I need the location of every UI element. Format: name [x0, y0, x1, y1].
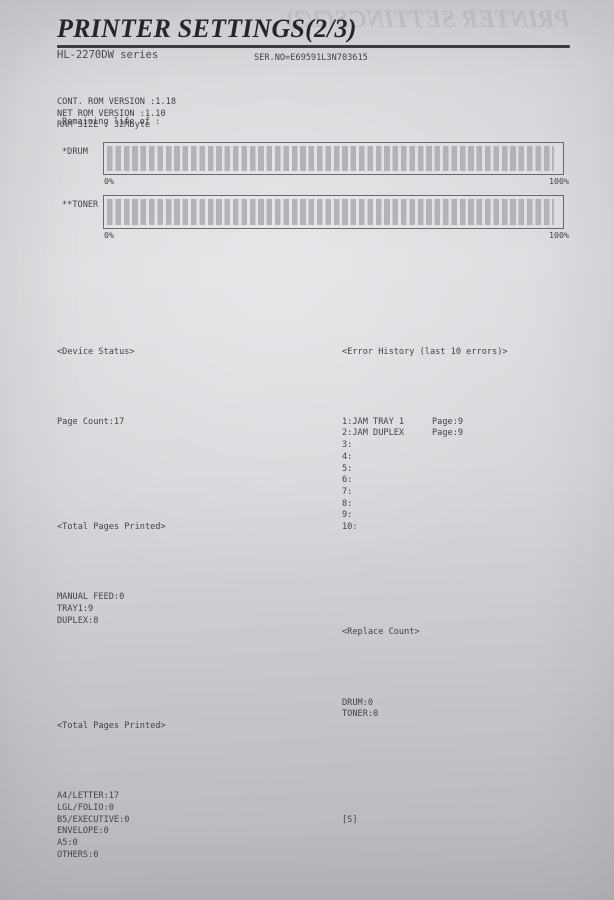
error-history-entry: 1:JAM TRAY 1 Page:9: [342, 417, 596, 429]
error-label: 1:JAM TRAY 1: [342, 416, 405, 427]
title-underline: [57, 45, 570, 48]
error-label: 10:: [342, 522, 358, 533]
error-label: 4:: [342, 451, 353, 462]
section-total-pages-by-source: <Total Pages Printed> MANUAL FEED:0 TRAY1…: [57, 499, 212, 651]
section-footnotes: * Based on A4/Letter printing.**Remainin…: [342, 897, 596, 900]
section-heading: <Total Pages Printed>: [57, 522, 166, 533]
drum-gauge-fill: [107, 146, 554, 171]
section-device-status: <Device Status> Page Count:17: [57, 323, 212, 452]
toner-scale-max: 100%: [549, 230, 569, 240]
error-label: 9:: [342, 510, 353, 521]
remaining-life-heading: Remaining life of :: [62, 117, 161, 127]
section-lines: MANUAL FEED:0 TRAY1:9 DUPLEX:8: [57, 557, 212, 627]
error-history-entry: 9:: [342, 510, 596, 522]
error-history-entries: 1:JAM TRAY 1 Page:9 2:JAM DUPLEX Page:9 3: 4:…: [342, 382, 596, 534]
serial-number: SER.NO=E69591L3N703615: [254, 53, 368, 63]
error-page: Page:9: [432, 416, 464, 427]
error-history-entry: 2:JAM DUPLEX Page:9: [342, 428, 596, 440]
error-label: 3:: [342, 440, 353, 451]
right-column: <Error History (last 10 errors)> 1:JAM T…: [342, 288, 596, 900]
error-history-entry: 4:: [342, 452, 596, 464]
page-title: PRINTER SETTINGS(2/3): [57, 14, 357, 43]
section-heading: <Replace Count>: [342, 627, 420, 638]
stat-line: LGL/FOLIO:0: [57, 802, 114, 813]
error-label: 6:: [342, 475, 353, 486]
stat-line: MANUAL FEED:0: [57, 592, 125, 603]
drum-scale-max: 100%: [549, 176, 569, 186]
error-page: Page:9: [432, 428, 464, 439]
error-label: 5:: [342, 463, 353, 474]
section-total-pages-by-size: <Total Pages Printed> A4/LETTER:17 LGL/FO…: [57, 698, 212, 885]
firmware-line: NET ROM VERSION :1.10: [57, 108, 166, 119]
s-marker-text: [S]: [342, 814, 358, 825]
printer-model: HL-2270DW series: [57, 49, 159, 61]
firmware-line: CONT. ROM VERSION :1.18: [57, 97, 176, 107]
s-marker: [S]: [342, 791, 596, 850]
stat-line: TONER:0: [342, 709, 379, 720]
error-history-entry: 5:: [342, 464, 596, 476]
stat-line: TRAY1:9: [57, 603, 94, 614]
stat-line: OTHERS:0: [57, 849, 99, 860]
section-error-history: <Error History (last 10 errors)> 1:JAM T…: [342, 323, 596, 557]
stat-line: ENVELOPE:0: [57, 826, 109, 837]
stat-line: Page Count:17: [57, 416, 125, 427]
toner-gauge-label: **TONER: [62, 200, 99, 210]
error-history-entry: 3:: [342, 440, 596, 452]
stat-line: B5/EXECUTIVE:0: [57, 814, 130, 825]
left-column: <Device Status> Page Count:17 <Total Pag…: [57, 288, 212, 900]
error-history-entry: 8:: [342, 499, 596, 511]
firmware-info: CONT. ROM VERSION :1.18 NET ROM VERSION :…: [57, 64, 176, 132]
section-lines: DRUM:0 TONER:0: [342, 662, 596, 721]
section-heading: <Error History (last 10 errors)>: [342, 346, 508, 357]
section-heading: <Device Status>: [57, 346, 135, 357]
stat-line: DRUM:0: [342, 697, 374, 708]
error-history-entry: 10:: [342, 522, 596, 534]
section-lines: A4/LETTER:17 LGL/FOLIO:0 B5/EXECUTIVE:0 ENV…: [57, 756, 212, 861]
drum-gauge-label: *DRUM: [62, 147, 88, 157]
drum-scale-min: 0%: [104, 176, 114, 186]
firmware-line: RAM SIZE : 32Mbyte: [57, 120, 151, 131]
stat-line: A4/LETTER:17: [57, 791, 120, 802]
error-history-entry: 7:: [342, 487, 596, 499]
toner-gauge-bar: [103, 195, 564, 229]
error-label: 7:: [342, 486, 353, 497]
section-heading: <Total Pages Printed>: [57, 720, 166, 731]
toner-scale-min: 0%: [104, 230, 114, 240]
toner-gauge-fill: [107, 199, 554, 225]
stat-line: DUPLEX:8: [57, 615, 99, 626]
section-lines: Page Count:17: [57, 382, 212, 429]
error-label: 8:: [342, 498, 353, 509]
error-history-entry: 6:: [342, 475, 596, 487]
drum-gauge-bar: [103, 142, 564, 175]
stat-line: A5:0: [57, 838, 78, 849]
error-label: 2:JAM DUPLEX: [342, 428, 405, 439]
section-replace-count: <Replace Count> DRUM:0 TONER:0: [342, 604, 596, 744]
